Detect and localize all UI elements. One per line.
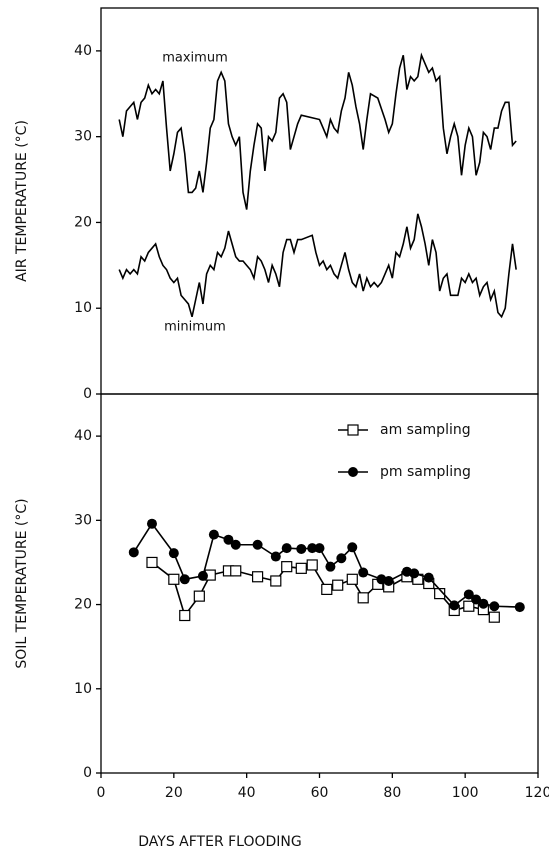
marker-circle xyxy=(307,543,318,554)
marker-circle xyxy=(383,575,394,586)
marker-square xyxy=(179,609,191,622)
marker-circle xyxy=(478,598,489,609)
marker-circle xyxy=(489,601,500,612)
series-line xyxy=(118,213,517,319)
marker-circle xyxy=(358,567,369,578)
x-tick-label: 100 xyxy=(452,785,479,801)
plot-frame xyxy=(100,7,539,395)
marker-square xyxy=(488,611,500,623)
y-tick-label: 30 xyxy=(74,129,92,145)
marker-circle xyxy=(230,539,241,550)
marker-circle xyxy=(409,568,420,579)
marker-circle xyxy=(348,467,358,477)
marker-square xyxy=(463,600,475,612)
x-tick-label: 80 xyxy=(383,785,401,801)
marker-circle xyxy=(168,548,179,559)
marker-square xyxy=(193,590,205,602)
marker-square xyxy=(332,579,344,591)
y-tick-label: 20 xyxy=(74,597,92,613)
marker-square xyxy=(146,556,158,569)
marker-circle xyxy=(463,589,474,600)
marker-circle xyxy=(197,570,208,581)
marker-square xyxy=(281,561,293,573)
marker-square xyxy=(295,562,307,574)
marker-circle xyxy=(208,529,219,540)
x-tick-label: 60 xyxy=(311,785,329,801)
marker-circle xyxy=(146,518,157,529)
y-tick-label: 40 xyxy=(74,43,92,59)
x-tick-label: 120 xyxy=(525,785,549,801)
marker-circle xyxy=(471,594,482,605)
y-axis-label: AIR TEMPERATURE (°C) xyxy=(14,120,30,282)
marker-circle xyxy=(314,543,325,554)
marker-circle xyxy=(514,602,525,613)
marker-square xyxy=(270,575,282,587)
y-tick-label: 10 xyxy=(74,300,92,316)
marker-circle xyxy=(281,543,292,554)
marker-square xyxy=(321,583,333,595)
marker-circle xyxy=(449,600,460,611)
marker-circle xyxy=(252,539,263,550)
y-tick-label: 10 xyxy=(74,681,92,697)
marker-square xyxy=(347,424,359,436)
y-tick-label: 0 xyxy=(83,386,92,402)
marker-circle xyxy=(423,572,434,583)
legend-label: am sampling xyxy=(380,422,471,438)
x-tick-label: 0 xyxy=(97,785,106,801)
annotation: minimum xyxy=(164,320,226,335)
x-tick-label: 20 xyxy=(165,785,183,801)
annotation: maximum xyxy=(162,51,228,66)
marker-square xyxy=(306,559,318,571)
marker-square xyxy=(168,573,180,585)
marker-square xyxy=(357,592,369,604)
marker-circle xyxy=(296,543,307,554)
y-axis-label: SOIL TEMPERATURE (°C) xyxy=(14,498,30,668)
marker-circle xyxy=(179,574,190,585)
plot-frame xyxy=(100,393,539,774)
marker-circle xyxy=(336,553,347,564)
marker-square xyxy=(251,571,264,583)
marker-circle xyxy=(270,551,281,562)
x-axis-label: DAYS AFTER FLOODING xyxy=(138,834,302,850)
marker-circle xyxy=(128,547,139,558)
legend-label: pm sampling xyxy=(380,464,471,480)
marker-square xyxy=(230,565,242,577)
x-tick-label: 40 xyxy=(238,785,256,801)
y-tick-label: 40 xyxy=(74,428,92,444)
y-tick-label: 20 xyxy=(74,214,92,230)
y-tick-label: 30 xyxy=(74,512,92,528)
marker-square xyxy=(346,573,358,585)
series-line xyxy=(118,52,517,210)
marker-circle xyxy=(325,561,336,572)
marker-circle xyxy=(223,534,234,545)
marker-circle xyxy=(347,542,358,553)
y-tick-label: 0 xyxy=(83,765,92,781)
